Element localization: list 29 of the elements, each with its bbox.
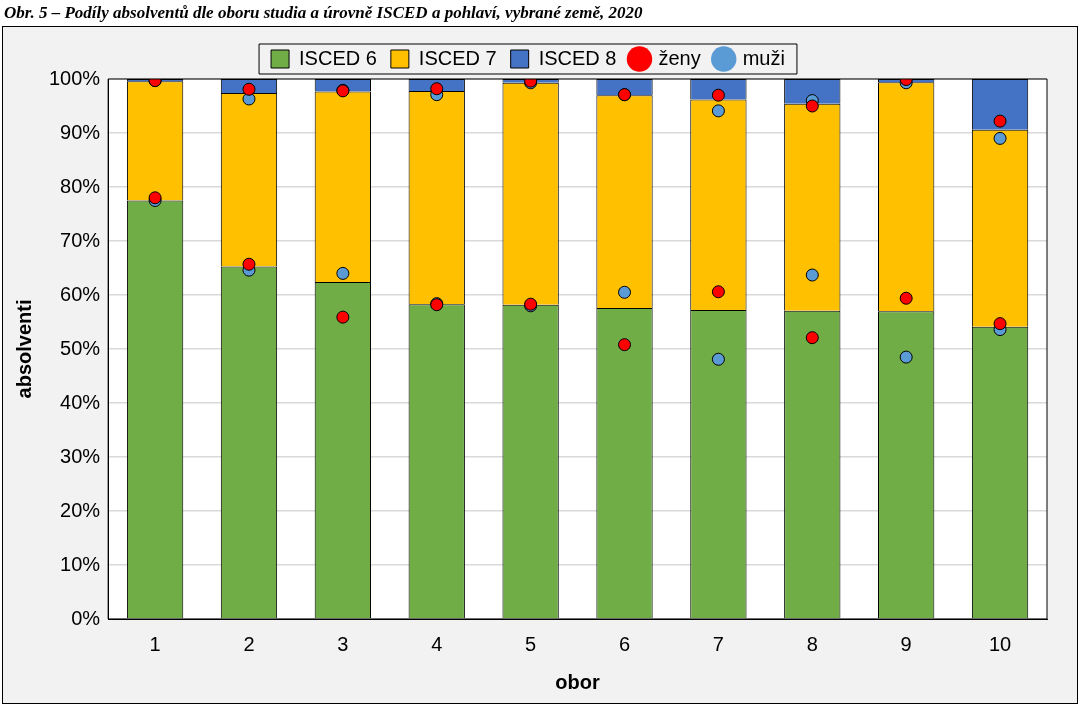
- y-tick-label: 10%: [60, 552, 101, 575]
- x-tick-label: 7: [712, 632, 724, 655]
- y-tick-label: 40%: [60, 390, 101, 413]
- x-tick-label: 6: [618, 632, 631, 655]
- x-tick-label: 5: [525, 632, 537, 655]
- legend-label: ISCED 6: [299, 46, 377, 69]
- chart-title: Obr. 5 – Podíly absolventů dle oboru studia a úrovně ISCED a pohlaví, vybrané země, 2020: [4, 2, 644, 24]
- y-axis-title: absolventi: [12, 299, 35, 399]
- legend-label: muži: [742, 46, 785, 69]
- y-tick-label: 60%: [60, 282, 101, 305]
- y-tick-label: 100%: [49, 66, 101, 89]
- y-tick-label: 30%: [60, 444, 101, 467]
- x-tick-label: 4: [431, 632, 443, 655]
- x-axis-title: obor: [555, 670, 601, 693]
- legend-label: ISCED 8: [538, 46, 617, 69]
- x-tick-label: 3: [337, 632, 349, 655]
- x-tick-label: 10: [988, 632, 1012, 655]
- x-tick-label: 9: [900, 632, 912, 655]
- y-tick-label: 0%: [71, 606, 101, 629]
- legend-label: ISCED 7: [418, 46, 497, 69]
- y-tick-label: 20%: [60, 498, 101, 521]
- x-tick-label: 1: [149, 632, 161, 655]
- legend-label: ženy: [658, 46, 701, 69]
- x-tick-label: 2: [243, 632, 255, 655]
- y-tick-label: 80%: [60, 174, 101, 197]
- y-tick-label: 70%: [60, 228, 101, 251]
- x-tick-label: 8: [806, 632, 818, 655]
- y-tick-label: 50%: [60, 336, 101, 359]
- y-tick-label: 90%: [60, 120, 101, 143]
